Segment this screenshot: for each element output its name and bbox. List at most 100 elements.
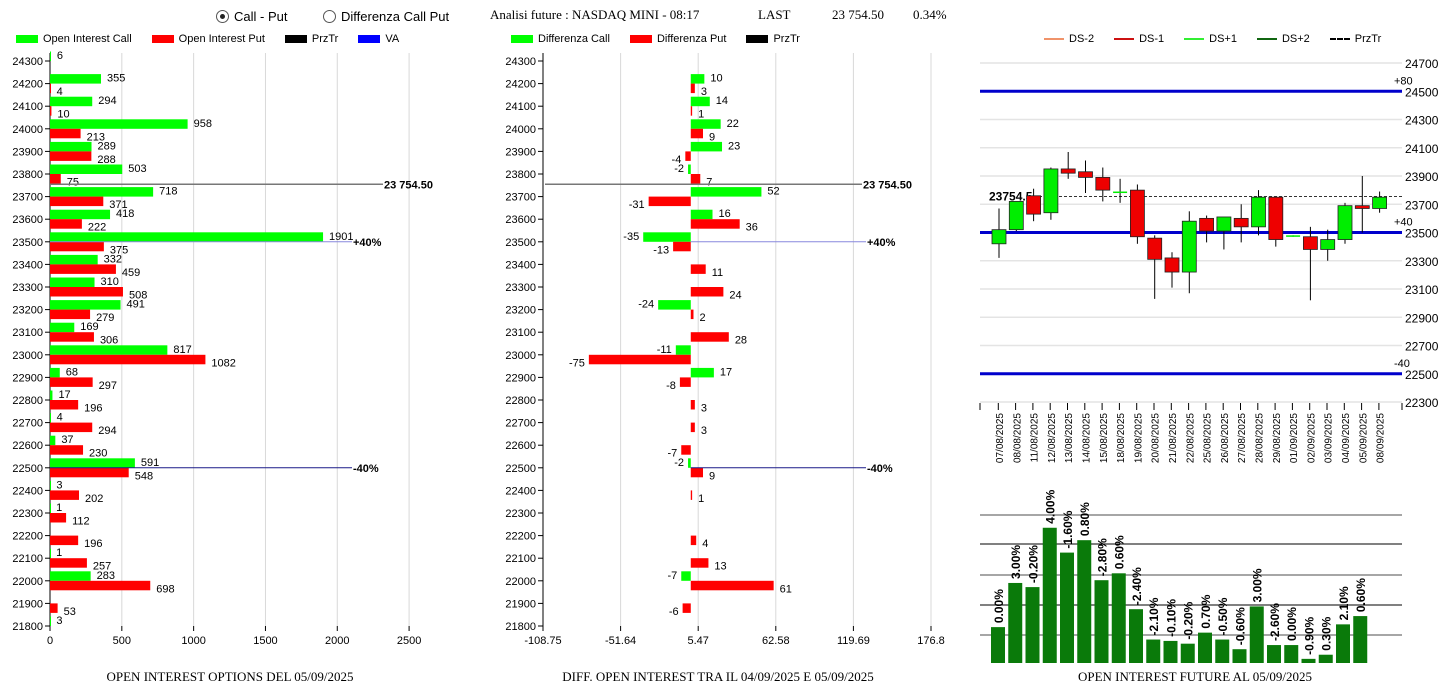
call-bar xyxy=(50,390,53,400)
put-bar xyxy=(690,580,774,591)
call-bar xyxy=(50,164,123,174)
x-date-label: 13/08/2025 xyxy=(1064,413,1075,463)
legend-item-diff-put: Differenza Put xyxy=(629,33,726,45)
x-date-label: 08/09/2025 xyxy=(1376,413,1387,463)
oi-future-bar xyxy=(1249,606,1264,663)
x-date-label: 27/08/2025 xyxy=(1237,413,1248,463)
put-bar xyxy=(690,83,695,94)
call-value-label: 6 xyxy=(57,50,63,62)
y-tick-label: 23400 xyxy=(12,259,43,271)
call-bar xyxy=(50,503,51,513)
put-bar xyxy=(50,603,58,613)
x-date-label: 22/08/2025 xyxy=(1185,413,1196,463)
y-tick-label: 22900 xyxy=(1405,311,1439,325)
x-date-label: 20/08/2025 xyxy=(1151,413,1162,463)
put-bar xyxy=(50,264,116,274)
y-tick-label: 23500 xyxy=(12,237,43,249)
x-tick-label: 2500 xyxy=(397,635,421,647)
y-tick-label: 21900 xyxy=(505,598,536,610)
call-value-label: 68 xyxy=(66,366,78,378)
y-tick-label: 23100 xyxy=(12,327,43,339)
put-value-label: -75 xyxy=(569,357,585,369)
last-label: LAST xyxy=(758,7,791,22)
y-tick-label: 24000 xyxy=(12,124,43,136)
y-tick-label: 24100 xyxy=(1405,142,1439,156)
put-value-label: 306 xyxy=(100,335,118,347)
y-tick-label: 22700 xyxy=(12,418,43,430)
va-label: -40 xyxy=(1394,358,1410,370)
oi-future-label: 0.00% xyxy=(1285,607,1299,641)
put-bar xyxy=(681,445,691,455)
x-date-label: 01/09/2025 xyxy=(1289,413,1300,463)
y-tick-label: 23200 xyxy=(12,305,43,317)
y-tick-label: 22600 xyxy=(12,440,43,452)
put-value-label: 7 xyxy=(706,176,712,188)
put-bar xyxy=(690,422,695,433)
legend-label: PrzTr xyxy=(773,33,800,45)
put-bar xyxy=(690,264,706,274)
put-bar xyxy=(50,580,151,591)
x-tick-label: 1000 xyxy=(181,635,205,647)
radio-call-put[interactable]: Call - Put xyxy=(216,9,287,24)
put-bar xyxy=(648,196,691,207)
legend-oi-diff: Differenza Call Differenza Put PrzTr xyxy=(511,33,814,45)
oi-future-bar xyxy=(1284,645,1299,663)
put-value-label: 28 xyxy=(735,335,747,347)
y-tick-label: 23300 xyxy=(12,282,43,294)
put-value-label: 10 xyxy=(57,109,69,121)
future-oi-chart: 0.00%3.00% -0.20%4.00%-1.60% 0.80%-2.80% 0.… xyxy=(980,489,1402,663)
x-tick-label: -51.64 xyxy=(605,635,636,647)
y-tick-label: 22800 xyxy=(12,395,43,407)
radio-differenza-label: Differenza Call Put xyxy=(341,9,450,24)
candle-body xyxy=(991,229,1007,245)
put-value-label: 196 xyxy=(84,538,102,550)
oi-future-bar xyxy=(1301,658,1316,663)
call-value-label: -11 xyxy=(657,344,672,356)
candle-body xyxy=(1043,168,1059,214)
legend-line-ds+2 xyxy=(1256,38,1277,40)
x-tick-label: -108.75 xyxy=(524,635,561,647)
x-date-label: 26/08/2025 xyxy=(1220,413,1231,463)
y-tick-label: 23200 xyxy=(505,305,536,317)
y-tick-label: 22300 xyxy=(1405,396,1439,410)
radio-differenza-call-put[interactable]: Differenza Call Put xyxy=(323,9,449,24)
put-bar xyxy=(679,377,691,387)
put-bar xyxy=(50,309,91,320)
y-tick-label: 22500 xyxy=(12,463,43,475)
y-tick-label: 23700 xyxy=(12,192,43,204)
put-value-label: -13 xyxy=(653,244,669,256)
put-value-label: 213 xyxy=(87,131,105,143)
y-tick-label: 24100 xyxy=(505,101,536,113)
oi-future-label: -2.10% xyxy=(1147,597,1161,635)
legend-swatch-put xyxy=(629,35,652,43)
x-tick-label: 5.47 xyxy=(687,635,708,647)
call-value-label: 355 xyxy=(107,73,125,85)
legend-line-ds-2 xyxy=(1044,38,1064,40)
legend-swatch-call xyxy=(16,35,38,43)
put-value-label: 4 xyxy=(57,86,63,98)
call-bar xyxy=(50,187,154,197)
put-value-label: 257 xyxy=(93,561,111,573)
oi-future-bar xyxy=(1129,609,1143,663)
legend-label: PrzTr xyxy=(311,33,339,45)
y-tick-label: 22900 xyxy=(505,372,536,384)
put-bar xyxy=(50,513,67,523)
put-value-label: 53 xyxy=(64,606,76,618)
put-bar xyxy=(50,287,123,297)
call-bar xyxy=(690,209,713,220)
legend-item-ds-1: DS-1 xyxy=(1114,33,1164,45)
put-value-label: 3 xyxy=(701,425,707,437)
y-tick-label: 24200 xyxy=(505,79,536,91)
call-value-label: 1901 xyxy=(329,231,353,243)
y-tick-label: 22400 xyxy=(505,485,536,497)
put-bar xyxy=(50,354,206,365)
call-value-label: -2 xyxy=(674,163,684,175)
call-bar xyxy=(690,367,714,378)
x-date-label: 05/09/2025 xyxy=(1358,413,1369,463)
y-tick-label: 22900 xyxy=(12,372,43,384)
candle-body xyxy=(1008,201,1024,231)
y-tick-label: 22000 xyxy=(505,576,536,588)
legend-line-przTr xyxy=(1329,38,1350,40)
legend-item-call: Open Interest Call xyxy=(16,33,132,45)
y-tick-label: 24000 xyxy=(505,124,536,136)
